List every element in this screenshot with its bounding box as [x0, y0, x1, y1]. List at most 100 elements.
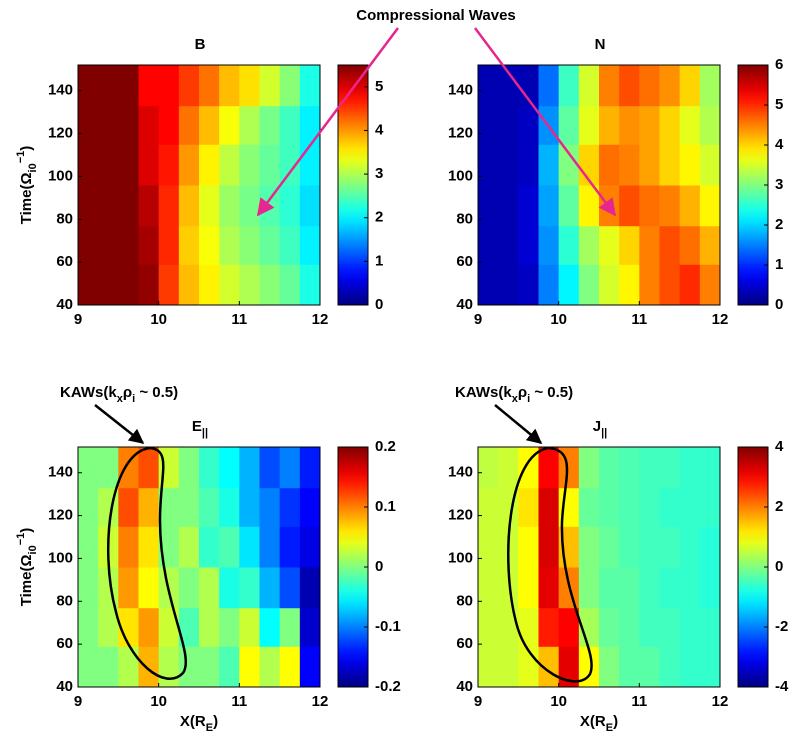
- y-tick-label: 100: [48, 549, 73, 566]
- heatmap-cell: [219, 225, 240, 265]
- heatmap-cell: [639, 447, 660, 489]
- heatmap-cell: [98, 447, 119, 489]
- heatmap-cell: [639, 487, 660, 527]
- colorbar-tick-label: 0: [775, 558, 783, 575]
- x-tick-label: 9: [74, 693, 82, 710]
- heatmap-cell: [98, 607, 119, 647]
- heatmap-cell: [518, 567, 539, 609]
- x-axis-label: X(RE): [580, 713, 618, 734]
- heatmap-cell: [259, 105, 281, 145]
- heatmap-cell: [679, 526, 701, 568]
- heatmap-cell: [78, 264, 99, 306]
- heatmap-cell: [239, 526, 260, 568]
- heatmap-cell: [78, 185, 99, 227]
- heatmap-cell: [699, 646, 721, 688]
- heatmap-cell: [178, 144, 200, 186]
- heatmap-cell: [558, 105, 580, 145]
- annotation: KAWs(kxρi ~ 0.5): [455, 384, 573, 405]
- x-tick-label: 10: [550, 311, 567, 328]
- kaw-outline: [507, 446, 593, 683]
- colorbar: [737, 446, 769, 688]
- heatmap-cell: [498, 65, 519, 107]
- heatmap-cell: [538, 185, 560, 227]
- heatmap-cell: [199, 607, 220, 647]
- heatmap-cell: [178, 185, 200, 227]
- heatmap-cell: [659, 607, 681, 647]
- heatmap-cell: [138, 144, 160, 186]
- heatmap-cell: [78, 105, 99, 145]
- colorbar-tick-label: 0: [375, 296, 383, 313]
- heatmap-cell: [219, 144, 240, 186]
- heatmap-cell: [518, 225, 539, 265]
- heatmap-cell: [158, 185, 180, 227]
- annotation-part: ρ: [123, 384, 132, 401]
- heatmap-cell: [639, 65, 660, 107]
- heatmap-cell: [679, 144, 701, 186]
- heatmap-cell: [558, 65, 580, 107]
- heatmap-cell: [498, 105, 519, 145]
- y-axis-label-part: ): [18, 528, 35, 533]
- heatmap-cell: [679, 225, 701, 265]
- x-tick-label: 12: [312, 311, 329, 328]
- heatmap-cell: [259, 526, 281, 568]
- heatmap-cell: [299, 607, 321, 647]
- x-axis-label-part: X(R: [580, 713, 606, 730]
- heatmap-cell: [78, 646, 99, 688]
- y-tick-label: 100: [448, 167, 473, 184]
- panel-title-subscript: ||: [601, 427, 607, 439]
- arrow: [494, 404, 543, 444]
- heatmap-cell: [599, 526, 620, 568]
- heatmap-cell: [299, 65, 321, 107]
- heatmap-cell: [259, 447, 281, 489]
- colorbar-tick-label: 0.1: [375, 498, 396, 515]
- heatmap-cell: [78, 447, 99, 489]
- heatmap-cell: [558, 607, 580, 647]
- y-tick-label: 40: [456, 296, 473, 313]
- heatmap-cell: [578, 105, 600, 145]
- heatmap-cell: [619, 264, 640, 306]
- heatmap-cell: [699, 607, 721, 647]
- heatmap-cell: [259, 65, 281, 107]
- heatmap-cell: [219, 646, 240, 688]
- colorbar: [737, 64, 769, 306]
- y-tick-label: 40: [56, 678, 73, 695]
- x-tick-label: 12: [312, 693, 329, 710]
- x-tick-label: 9: [474, 311, 482, 328]
- heatmap-cell: [118, 567, 139, 609]
- heatmap-cell: [98, 225, 119, 265]
- heatmap-cell: [138, 447, 160, 489]
- colorbar-tick-label: 0.2: [375, 438, 396, 455]
- x-tick-label: 9: [474, 693, 482, 710]
- heatmap-cell: [98, 144, 119, 186]
- heatmap-cell: [138, 526, 160, 568]
- x-axis-label-part: ): [213, 713, 218, 730]
- heatmap-cell: [279, 487, 301, 527]
- heatmap-cell: [78, 487, 99, 527]
- heatmap-cell: [279, 65, 301, 107]
- heatmap-cell: [478, 567, 499, 609]
- heatmap-cell: [498, 646, 519, 688]
- heatmap-cell: [699, 185, 721, 227]
- heatmap-cell: [118, 105, 139, 145]
- x-tick-label: 9: [74, 311, 82, 328]
- x-axis-label-part: ): [613, 713, 618, 730]
- heatmap-cell: [118, 225, 139, 265]
- x-axis-label-part: X(R: [180, 713, 206, 730]
- heatmap-cell: [639, 144, 660, 186]
- x-axis-label-part: E: [206, 722, 213, 734]
- colorbar-tick-label: 0: [775, 296, 783, 313]
- heatmap-cell: [78, 65, 99, 107]
- y-tick-label: 100: [48, 167, 73, 184]
- heatmap-cell: [199, 487, 220, 527]
- heatmap-cell: [659, 264, 681, 306]
- heatmap-cell: [178, 607, 200, 647]
- y-axis-label-part: i0: [27, 545, 39, 554]
- heatmap-cell: [219, 607, 240, 647]
- y-tick-label: 60: [56, 253, 73, 270]
- heatmap-cell: [98, 65, 119, 107]
- y-tick-label: 140: [48, 464, 73, 481]
- colorbar-tick-label: 5: [775, 96, 783, 113]
- heatmap-cell: [199, 264, 220, 306]
- heatmap-cell: [118, 264, 139, 306]
